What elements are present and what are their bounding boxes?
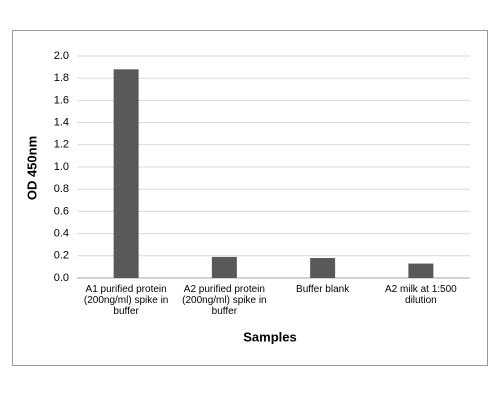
y-tick-label: 1.2 xyxy=(54,139,69,151)
bar xyxy=(113,69,139,278)
y-tick-label: 1.0 xyxy=(54,161,69,173)
x-tick-label: A2 milk at 1:500 dilution xyxy=(385,284,457,306)
y-axis-label: OD 450nm xyxy=(24,136,39,200)
y-tick-label: 0.4 xyxy=(54,228,69,240)
x-axis-label: Samples xyxy=(243,329,296,344)
y-tick-label: 0.6 xyxy=(54,205,69,217)
bar xyxy=(310,258,336,278)
x-tick-label: A1 purified protein (200ng/ml) spike in … xyxy=(83,284,169,317)
bar xyxy=(211,256,237,278)
y-tick-label: 0.2 xyxy=(54,250,69,262)
chart-frame xyxy=(12,30,488,366)
y-tick-label: 0.0 xyxy=(54,272,69,284)
x-tick-label: A2 purified protein (200ng/ml) spike in … xyxy=(182,284,267,317)
bar xyxy=(408,263,434,278)
y-tick-label: 0.8 xyxy=(54,183,69,195)
x-tick-label: Buffer blank xyxy=(296,284,350,295)
y-tick-label: 1.4 xyxy=(54,117,69,129)
y-tick-label: 2.0 xyxy=(54,50,69,62)
y-tick-label: 1.6 xyxy=(54,94,69,106)
y-tick-label: 1.8 xyxy=(54,72,69,84)
